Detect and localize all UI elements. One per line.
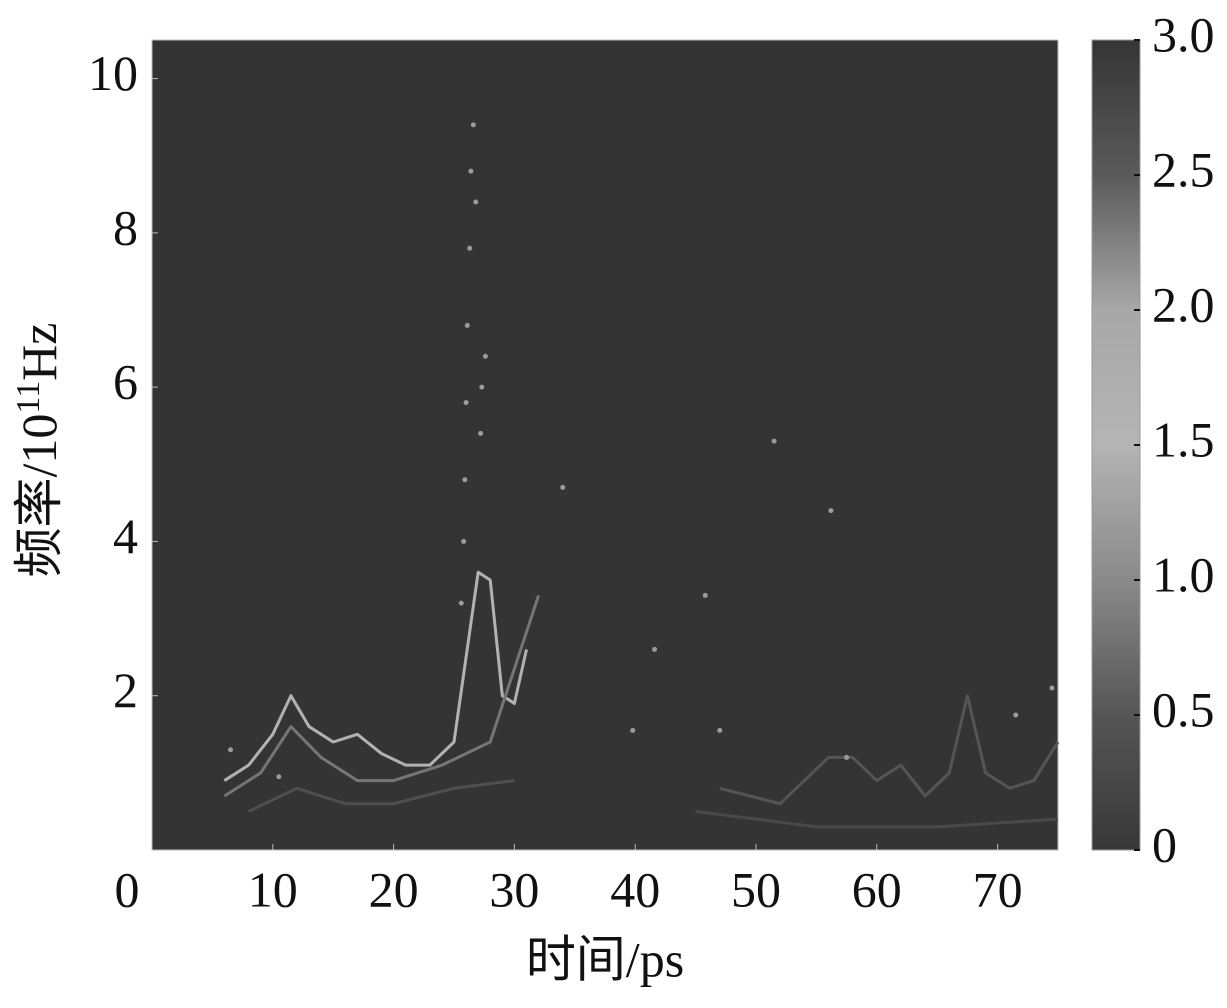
ridge-line (247, 779, 515, 813)
x-tick-label: 40 (610, 861, 660, 917)
colorbar-tick-label: 2.5 (1152, 141, 1215, 197)
spot (470, 122, 476, 128)
x-tick-label: 30 (489, 861, 539, 917)
colorbar-tick-label: 0 (1152, 816, 1177, 872)
spot (482, 353, 488, 359)
colorbar-tick-label: 3.0 (1152, 6, 1215, 62)
x-tick-label: 60 (852, 861, 902, 917)
y-axis-label-unit: Hz (11, 323, 67, 381)
x-tick-label: 10 (248, 861, 298, 917)
spot (276, 774, 282, 780)
spot (458, 600, 464, 606)
colorbar-tick-label: 0.5 (1152, 681, 1215, 737)
spot (479, 384, 485, 390)
spot (1049, 685, 1055, 691)
y-tick-label: 4 (113, 508, 138, 564)
spot (464, 322, 470, 328)
spot (828, 508, 834, 514)
spot (1013, 712, 1019, 718)
spot (844, 754, 850, 760)
spot (652, 646, 658, 652)
x-axis-label: 时间/ps (526, 931, 684, 987)
y-axis-label-exp: 11 (10, 381, 47, 414)
ridge-line (695, 809, 1059, 829)
colorbar (1091, 39, 1141, 851)
y-tick-label: 2 (113, 662, 138, 718)
spot (771, 438, 777, 444)
spot (473, 199, 479, 205)
spot (463, 400, 469, 406)
spot (467, 245, 473, 251)
spot (468, 168, 474, 174)
y-tick-label: 8 (113, 199, 138, 255)
spot (717, 727, 723, 733)
spot (478, 430, 484, 436)
ridge-line (223, 570, 528, 782)
y-tick-label: 10 (88, 45, 138, 101)
y-tick-label: 6 (113, 354, 138, 410)
ridge-line (719, 694, 1060, 806)
x-tick-label: 0 (115, 861, 140, 917)
x-tick-label: 70 (973, 861, 1023, 917)
spot (630, 727, 636, 733)
spot (461, 538, 467, 544)
colorbar-tick-label: 2.0 (1152, 276, 1215, 332)
y-axis-label: 频率/1011Hz (10, 323, 68, 578)
colorbar-tick-label: 1.0 (1152, 546, 1215, 602)
spot (560, 484, 566, 490)
colorbar-tick-label: 1.5 (1152, 411, 1215, 467)
x-tick-label: 20 (369, 861, 419, 917)
x-tick-label: 50 (731, 861, 781, 917)
spot (462, 477, 468, 483)
spot (228, 747, 234, 753)
spot (702, 592, 708, 598)
ridge-line (223, 594, 540, 798)
y-axis-label-main: 频率/10 (11, 414, 67, 578)
